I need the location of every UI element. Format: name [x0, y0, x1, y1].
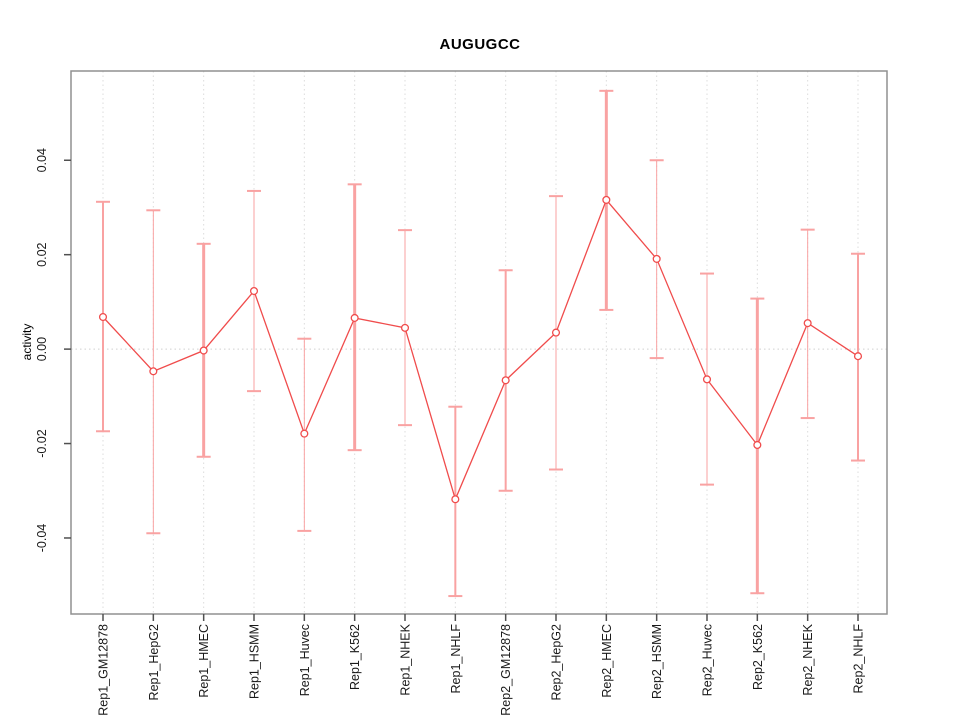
x-tick-label: Rep1_NHLF: [449, 624, 463, 694]
x-tick-label: Rep2_NHLF: [852, 624, 866, 694]
data-point: [551, 328, 561, 337]
y-axis-label: activity: [20, 323, 34, 361]
y-tick-label: -0.02: [35, 429, 49, 458]
y-tick-label: 0.00: [35, 337, 49, 361]
data-point: [702, 375, 712, 384]
x-tick-label: Rep2_K562: [751, 624, 765, 690]
x-tick-label: Rep2_NHEK: [801, 623, 815, 695]
data-point: [451, 495, 460, 504]
plot-box: [70, 70, 888, 615]
data-point: [753, 440, 762, 450]
x-tick-label: Rep1_NHEK: [399, 623, 413, 695]
x-tick-label: Rep1_HMEC: [197, 624, 211, 698]
data-point: [199, 346, 208, 355]
data-point: [300, 429, 309, 438]
x-tick-label: Rep1_K562: [348, 624, 362, 690]
y-tick-label: -0.04: [35, 524, 49, 553]
series-line: [102, 198, 859, 502]
x-tick-label: Rep2_HMEC: [600, 624, 614, 698]
x-tick-label: Rep1_Huvec: [298, 624, 312, 696]
data-point: [602, 195, 611, 204]
x-tick-label: Rep2_Huvec: [701, 624, 715, 696]
x-tick-label: Rep2_HepG2: [550, 624, 564, 700]
x-tick-label: Rep1_HepG2: [147, 624, 161, 700]
data-point: [98, 312, 108, 322]
x-tick-label: Rep2_GM12878: [499, 624, 513, 716]
data-point: [853, 352, 863, 361]
y-tick-label: 0.02: [35, 242, 49, 266]
y-tick-label: 0.04: [35, 148, 49, 172]
data-point: [400, 323, 410, 332]
data-point: [501, 376, 510, 385]
x-tick-label: Rep1_HSMM: [248, 624, 262, 699]
data-point: [803, 319, 812, 328]
data-point: [249, 286, 259, 296]
data-point: [652, 254, 661, 263]
data-point: [149, 367, 158, 376]
chart-title: AUGUGCC: [439, 36, 521, 53]
x-tick-label: Rep1_GM12878: [97, 624, 111, 716]
data-point: [350, 313, 359, 322]
x-tick-label: Rep2_HSMM: [650, 624, 664, 699]
